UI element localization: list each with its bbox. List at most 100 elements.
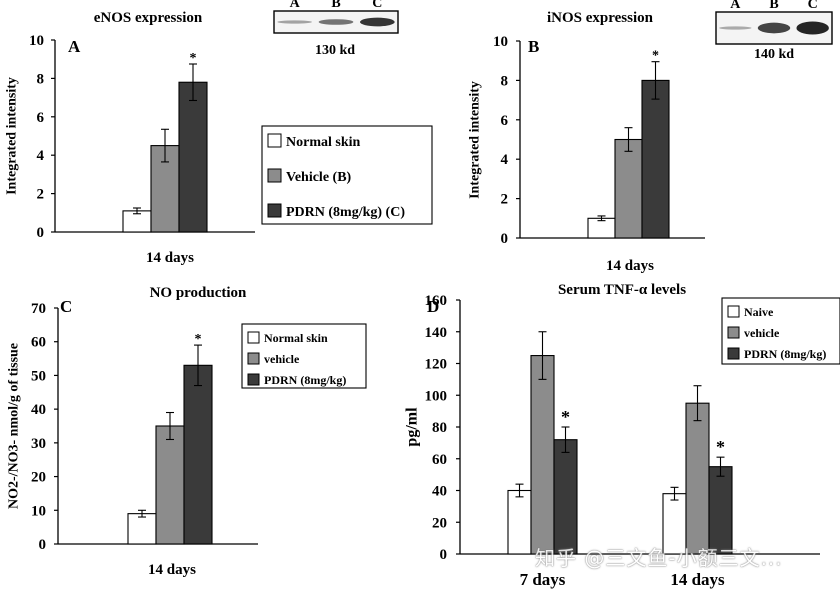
legend-a-label: Normal skin	[286, 135, 361, 150]
blot-b-lane-label: C	[808, 0, 818, 12]
legend-d-swatch	[727, 347, 740, 360]
legend-a-label: PDRN (8mg/kg) (C)	[286, 205, 405, 220]
panel-c-ytick-label: 20	[31, 470, 46, 486]
blot-b-lane-label: A	[730, 0, 741, 12]
legend-a-swatch	[267, 203, 282, 218]
panel-b-y-label: Integrated intensity	[468, 81, 483, 199]
blot-a-band	[277, 20, 313, 24]
panel-b-ytick-label: 4	[501, 152, 509, 168]
blot-a-lane-label: B	[331, 0, 340, 11]
panel-d-ytick-label: 60	[432, 452, 447, 468]
blot-a-lane-label: C	[372, 0, 382, 11]
panel-c-title: NO production	[150, 285, 247, 301]
legend-a-box	[261, 125, 433, 225]
panel-a-letter: A	[68, 37, 81, 56]
legend-a-swatch	[267, 133, 282, 148]
panel-b-title: iNOS expression	[547, 10, 654, 26]
panel-d-ytick-label: 100	[425, 388, 448, 404]
blot-a-size-label: 130 kd	[315, 43, 355, 58]
panel-d-category-label: 14 days	[670, 570, 725, 589]
legend-c-swatch	[247, 331, 260, 344]
blot-b-band	[719, 26, 752, 30]
panel-b-ytick-label: 6	[501, 113, 509, 129]
panel-d-bar	[530, 355, 555, 555]
panel-d-bar	[708, 466, 733, 555]
panel-b-bar	[614, 138, 643, 239]
panel-c-ytick-label: 10	[31, 503, 46, 519]
panel-c-ytick-label: 50	[31, 368, 46, 384]
panel-a-ytick-label: 6	[37, 110, 45, 126]
panel-d-y-label: pg/ml	[404, 407, 421, 447]
panel-a-ytick-label: 10	[29, 33, 44, 49]
panel-c-letter: C	[60, 297, 72, 316]
panel-c-bar	[155, 425, 185, 545]
blot-b-lane-label: B	[769, 0, 778, 12]
blot-b-band	[757, 22, 791, 34]
legend-d-swatch	[727, 326, 740, 339]
legend-c-label: Normal skin	[264, 331, 328, 345]
panel-c-bar	[127, 513, 157, 545]
legend-d-label: PDRN (8mg/kg)	[744, 347, 826, 361]
legend-a-label: Vehicle (B)	[286, 170, 352, 185]
legend-d-swatch	[727, 305, 740, 318]
panel-d-ytick-label: 160	[425, 293, 448, 309]
panel-d-bar	[553, 439, 578, 555]
panel-d-significance-star: *	[561, 407, 570, 427]
panel-c-y-label: NO2-/NO3- nmol/g of tissue	[7, 343, 22, 509]
blot-a-band	[318, 19, 354, 25]
panel-b-significance-star: *	[652, 49, 659, 64]
panel-b-bar	[641, 79, 670, 239]
panel-a-x-label: 14 days	[146, 250, 194, 266]
panel-b-ytick-label: 10	[493, 34, 508, 50]
panel-c-bar	[183, 364, 213, 545]
panel-a-ytick-label: 4	[37, 148, 45, 164]
panel-a-y-label: Integrated intensity	[5, 77, 20, 195]
legend-c-label: vehicle	[264, 352, 300, 366]
panel-b-x-label: 14 days	[606, 258, 654, 274]
panel-d-letter: D	[427, 297, 439, 316]
panel-a-title: eNOS expression	[94, 10, 203, 26]
panel-a-ytick-label: 2	[37, 187, 45, 203]
panel-a-significance-star: *	[190, 51, 197, 66]
legend-c-swatch	[247, 352, 260, 365]
panel-c-ytick-label: 70	[31, 301, 46, 317]
legend-d-label: vehicle	[744, 326, 780, 340]
panel-d-ytick-label: 0	[440, 547, 448, 563]
panel-c-ytick-label: 30	[31, 436, 46, 452]
panel-d-significance-star: *	[716, 437, 725, 457]
legend-c-box	[241, 323, 367, 389]
panel-d-category-label: 7 days	[520, 570, 566, 589]
panel-c-ytick-label: 60	[31, 335, 46, 351]
panel-c-significance-star: *	[195, 332, 202, 347]
panel-a-ytick-label: 0	[37, 225, 45, 241]
panel-d-ytick-label: 120	[425, 357, 448, 373]
legend-d-label: Naive	[744, 305, 774, 319]
panel-c-ytick-label: 0	[39, 537, 47, 553]
blot-b-band	[796, 21, 829, 35]
panel-c-x-label: 14 days	[148, 562, 196, 578]
legend-c-swatch	[247, 373, 260, 386]
panel-b-ytick-label: 0	[501, 231, 509, 247]
watermark-text: 知乎 @三文鱼-小额三文...	[535, 546, 783, 570]
panel-b-ytick-label: 8	[501, 73, 509, 89]
blot-a-lane-label: A	[290, 0, 301, 11]
blot-a-band	[359, 17, 395, 27]
panel-a-bar	[178, 81, 208, 233]
panel-d-ytick-label: 140	[425, 325, 448, 341]
panel-d-ytick-label: 40	[432, 484, 447, 500]
panel-d-title: Serum TNF-α levels	[558, 282, 686, 298]
panel-b-bar	[587, 217, 616, 239]
legend-d-box	[721, 297, 840, 365]
panel-d-ytick-label: 20	[432, 515, 447, 531]
panel-d-bar	[507, 489, 532, 555]
panel-d-bar	[685, 402, 710, 555]
panel-b-letter: B	[528, 37, 539, 56]
panel-a-ytick-label: 8	[37, 71, 45, 87]
legend-c-label: PDRN (8mg/kg)	[264, 373, 346, 387]
legend-a-swatch	[267, 168, 282, 183]
panel-c-ytick-label: 40	[31, 402, 46, 418]
panel-d-ytick-label: 80	[432, 420, 447, 436]
panel-b-ytick-label: 2	[501, 192, 509, 208]
